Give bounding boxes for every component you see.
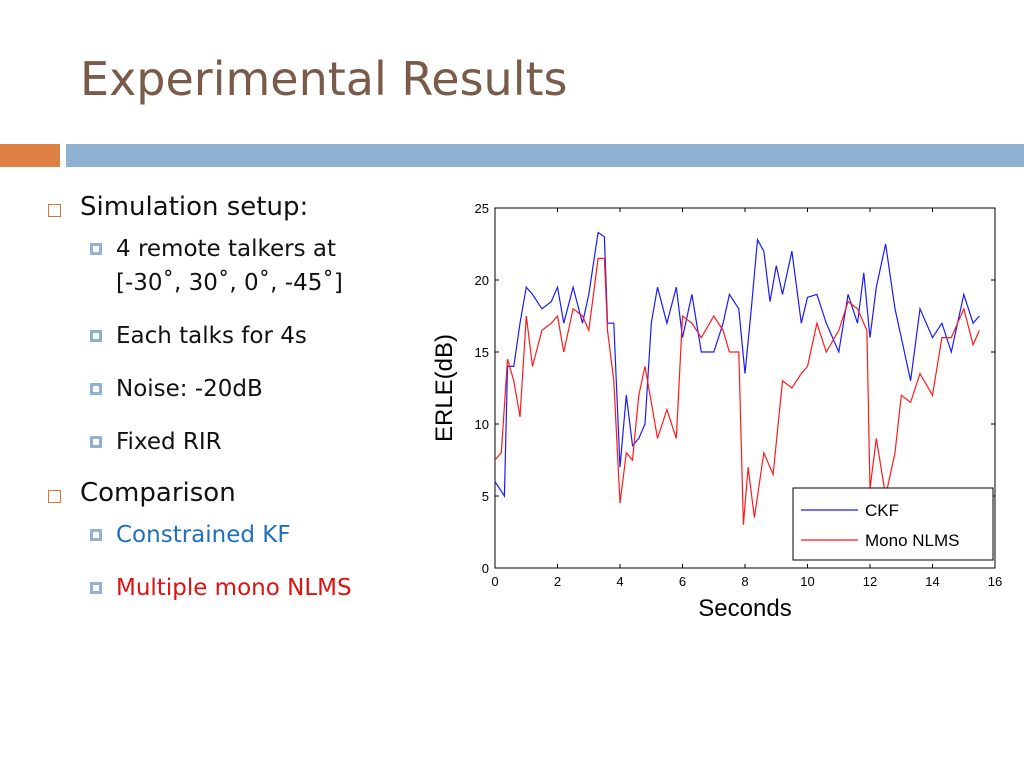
slide-title: Experimental Results bbox=[80, 52, 568, 106]
y-tick-label: 25 bbox=[475, 201, 489, 216]
sub-bullet-text: Fixed RIR bbox=[116, 429, 222, 455]
bullet-list: Simulation setup: 4 remote talkers at [-… bbox=[44, 192, 444, 624]
erle-chart: 0 2 4 6 8 10 12 14 16 0 5 10 15 20 25 Seconds ERLE(dB) CK… bbox=[431, 201, 1002, 622]
hollow-square-bullet-icon bbox=[48, 490, 61, 503]
square-bullet-icon bbox=[90, 582, 102, 594]
sub-bullet: Constrained KF bbox=[80, 518, 444, 552]
accent-bar-blue bbox=[66, 144, 1024, 167]
sub-bullet-text: Each talks for 4s bbox=[116, 323, 307, 349]
y-tick-label: 20 bbox=[475, 273, 489, 288]
sub-bullet-text: Multiple mono NLMS bbox=[116, 575, 352, 601]
series-line-ckf bbox=[494, 231, 980, 498]
y-axis-label: ERLE(dB) bbox=[431, 334, 458, 442]
x-tick-label: 14 bbox=[925, 574, 939, 589]
square-bullet-icon bbox=[90, 383, 102, 395]
square-bullet-icon bbox=[90, 436, 102, 448]
y-tick-label: 5 bbox=[482, 489, 489, 504]
y-tick-label: 15 bbox=[475, 345, 489, 360]
sub-bullet: Multiple mono NLMS bbox=[80, 571, 444, 605]
square-bullet-icon bbox=[90, 243, 102, 255]
legend-label: Mono NLMS bbox=[865, 531, 959, 550]
x-tick-label: 6 bbox=[679, 574, 686, 589]
x-tick-label: 12 bbox=[863, 574, 877, 589]
comparison-sublist: Constrained KF Multiple mono NLMS bbox=[80, 518, 444, 605]
square-bullet-icon bbox=[90, 330, 102, 342]
legend-box bbox=[792, 487, 994, 561]
sub-bullet: Fixed RIR bbox=[80, 425, 444, 459]
x-axis-label: Seconds bbox=[698, 595, 791, 622]
bullet-heading: Comparison bbox=[80, 478, 236, 508]
legend-label: CKF bbox=[865, 501, 899, 520]
accent-bar-orange bbox=[0, 144, 60, 167]
x-tick-label: 10 bbox=[800, 574, 814, 589]
bullet-simulation-setup: Simulation setup: 4 remote talkers at [-… bbox=[44, 192, 444, 459]
square-bullet-icon bbox=[90, 529, 102, 541]
sub-bullet: Noise: -20dB bbox=[80, 372, 444, 406]
sub-bullet-text: Noise: -20dB bbox=[116, 376, 263, 402]
y-tick-label: 0 bbox=[482, 561, 489, 576]
sub-bullet-text: [-30˚, 30˚, 0˚, -45˚] bbox=[116, 270, 343, 296]
x-tick-label: 0 bbox=[491, 574, 498, 589]
x-tick-label: 16 bbox=[988, 574, 1002, 589]
x-tick-label: 4 bbox=[616, 574, 623, 589]
series-line-mono-nlms bbox=[494, 257, 980, 525]
hollow-square-bullet-icon bbox=[48, 204, 61, 217]
sub-bullet: Each talks for 4s bbox=[80, 319, 444, 353]
bullet-comparison: Comparison Constrained KF Multiple mono … bbox=[44, 478, 444, 605]
setup-sublist: 4 remote talkers at [-30˚, 30˚, 0˚, -45˚… bbox=[80, 232, 444, 459]
x-tick-label: 2 bbox=[554, 574, 561, 589]
sub-bullet: 4 remote talkers at [-30˚, 30˚, 0˚, -45˚… bbox=[80, 232, 444, 300]
x-tick-label: 8 bbox=[741, 574, 748, 589]
sub-bullet-text: Constrained KF bbox=[116, 522, 291, 548]
y-tick-label: 10 bbox=[475, 417, 489, 432]
bullet-heading: Simulation setup: bbox=[80, 192, 309, 222]
sub-bullet-text: 4 remote talkers at bbox=[116, 236, 337, 262]
